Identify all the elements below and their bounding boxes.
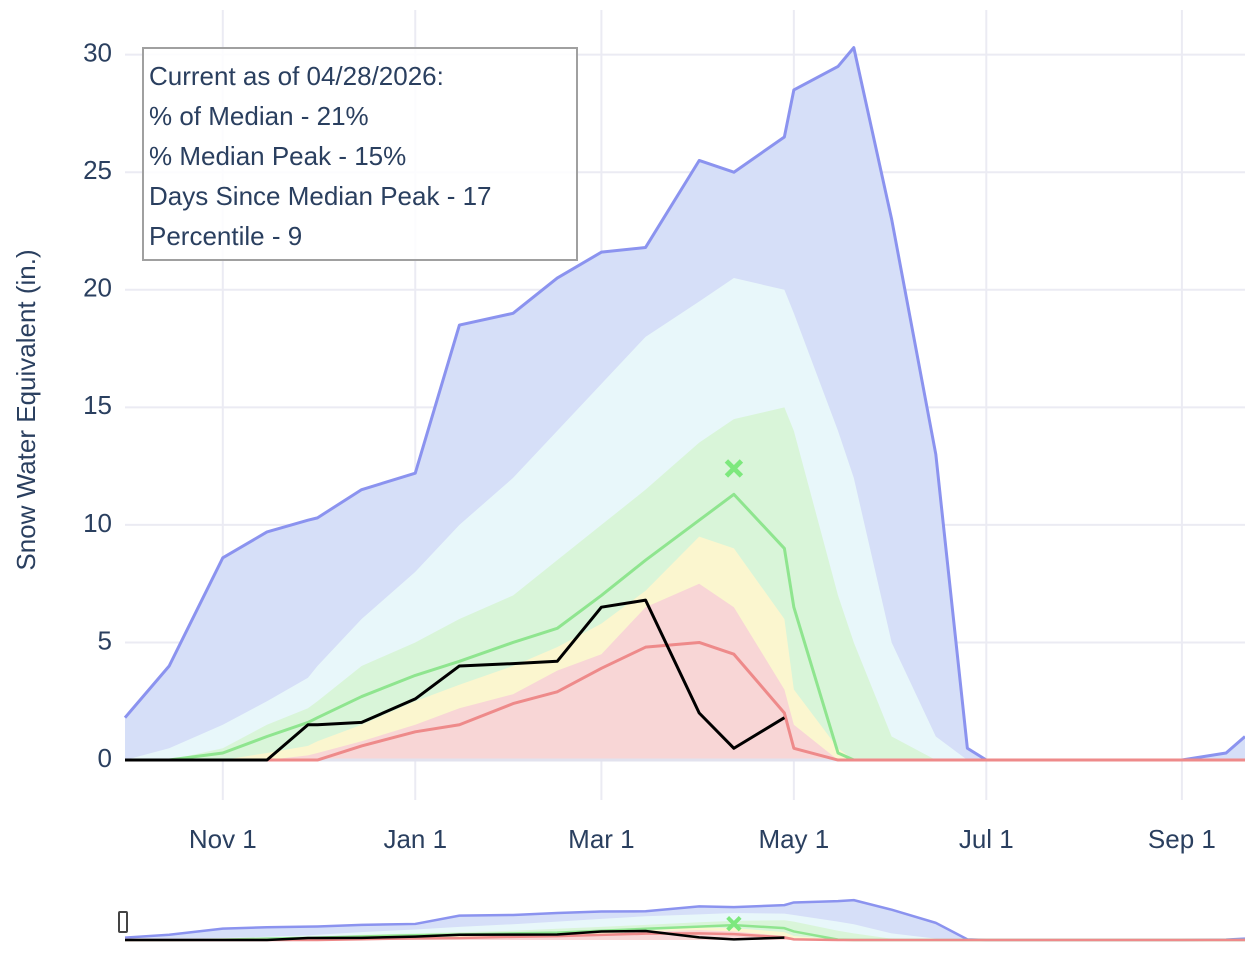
median-peak-marker bbox=[726, 916, 742, 932]
info-line: Days Since Median Peak - 17 bbox=[149, 181, 492, 211]
info-line: Current as of 04/28/2026: bbox=[149, 61, 444, 91]
info-box bbox=[142, 47, 578, 261]
x-tick-label: Nov 1 bbox=[189, 824, 257, 854]
y-tick-label: 15 bbox=[83, 390, 112, 420]
y-tick-label: 25 bbox=[83, 155, 112, 185]
y-tick-label: 20 bbox=[83, 273, 112, 303]
info-line: % Median Peak - 15% bbox=[149, 141, 406, 171]
series-line bbox=[125, 598, 786, 762]
x-tick-label: Jul 1 bbox=[959, 824, 1014, 854]
info-line: Percentile - 9 bbox=[149, 221, 302, 251]
series-line bbox=[125, 932, 1245, 942]
y-tick-label: 0 bbox=[98, 743, 112, 773]
series-line bbox=[125, 929, 785, 942]
y-tick-label: 5 bbox=[98, 625, 112, 655]
x-tick-label: Jan 1 bbox=[383, 824, 447, 854]
x-tick-label: Mar 1 bbox=[568, 824, 634, 854]
median-peak-marker bbox=[724, 459, 744, 478]
series-line bbox=[125, 640, 1245, 762]
y-tick-label: 30 bbox=[83, 38, 112, 68]
x-tick-label: May 1 bbox=[758, 824, 829, 854]
band-area bbox=[125, 583, 1245, 761]
x-tick-label: Sep 1 bbox=[1148, 824, 1216, 854]
y-tick-label: 10 bbox=[83, 508, 112, 538]
series-line bbox=[123, 46, 1245, 762]
y-axis-title: Snow Water Equivalent (in.) bbox=[11, 249, 41, 570]
slider-handle[interactable] bbox=[118, 911, 128, 933]
info-line: % of Median - 21% bbox=[149, 101, 369, 131]
range-slider[interactable] bbox=[124, 898, 1245, 942]
